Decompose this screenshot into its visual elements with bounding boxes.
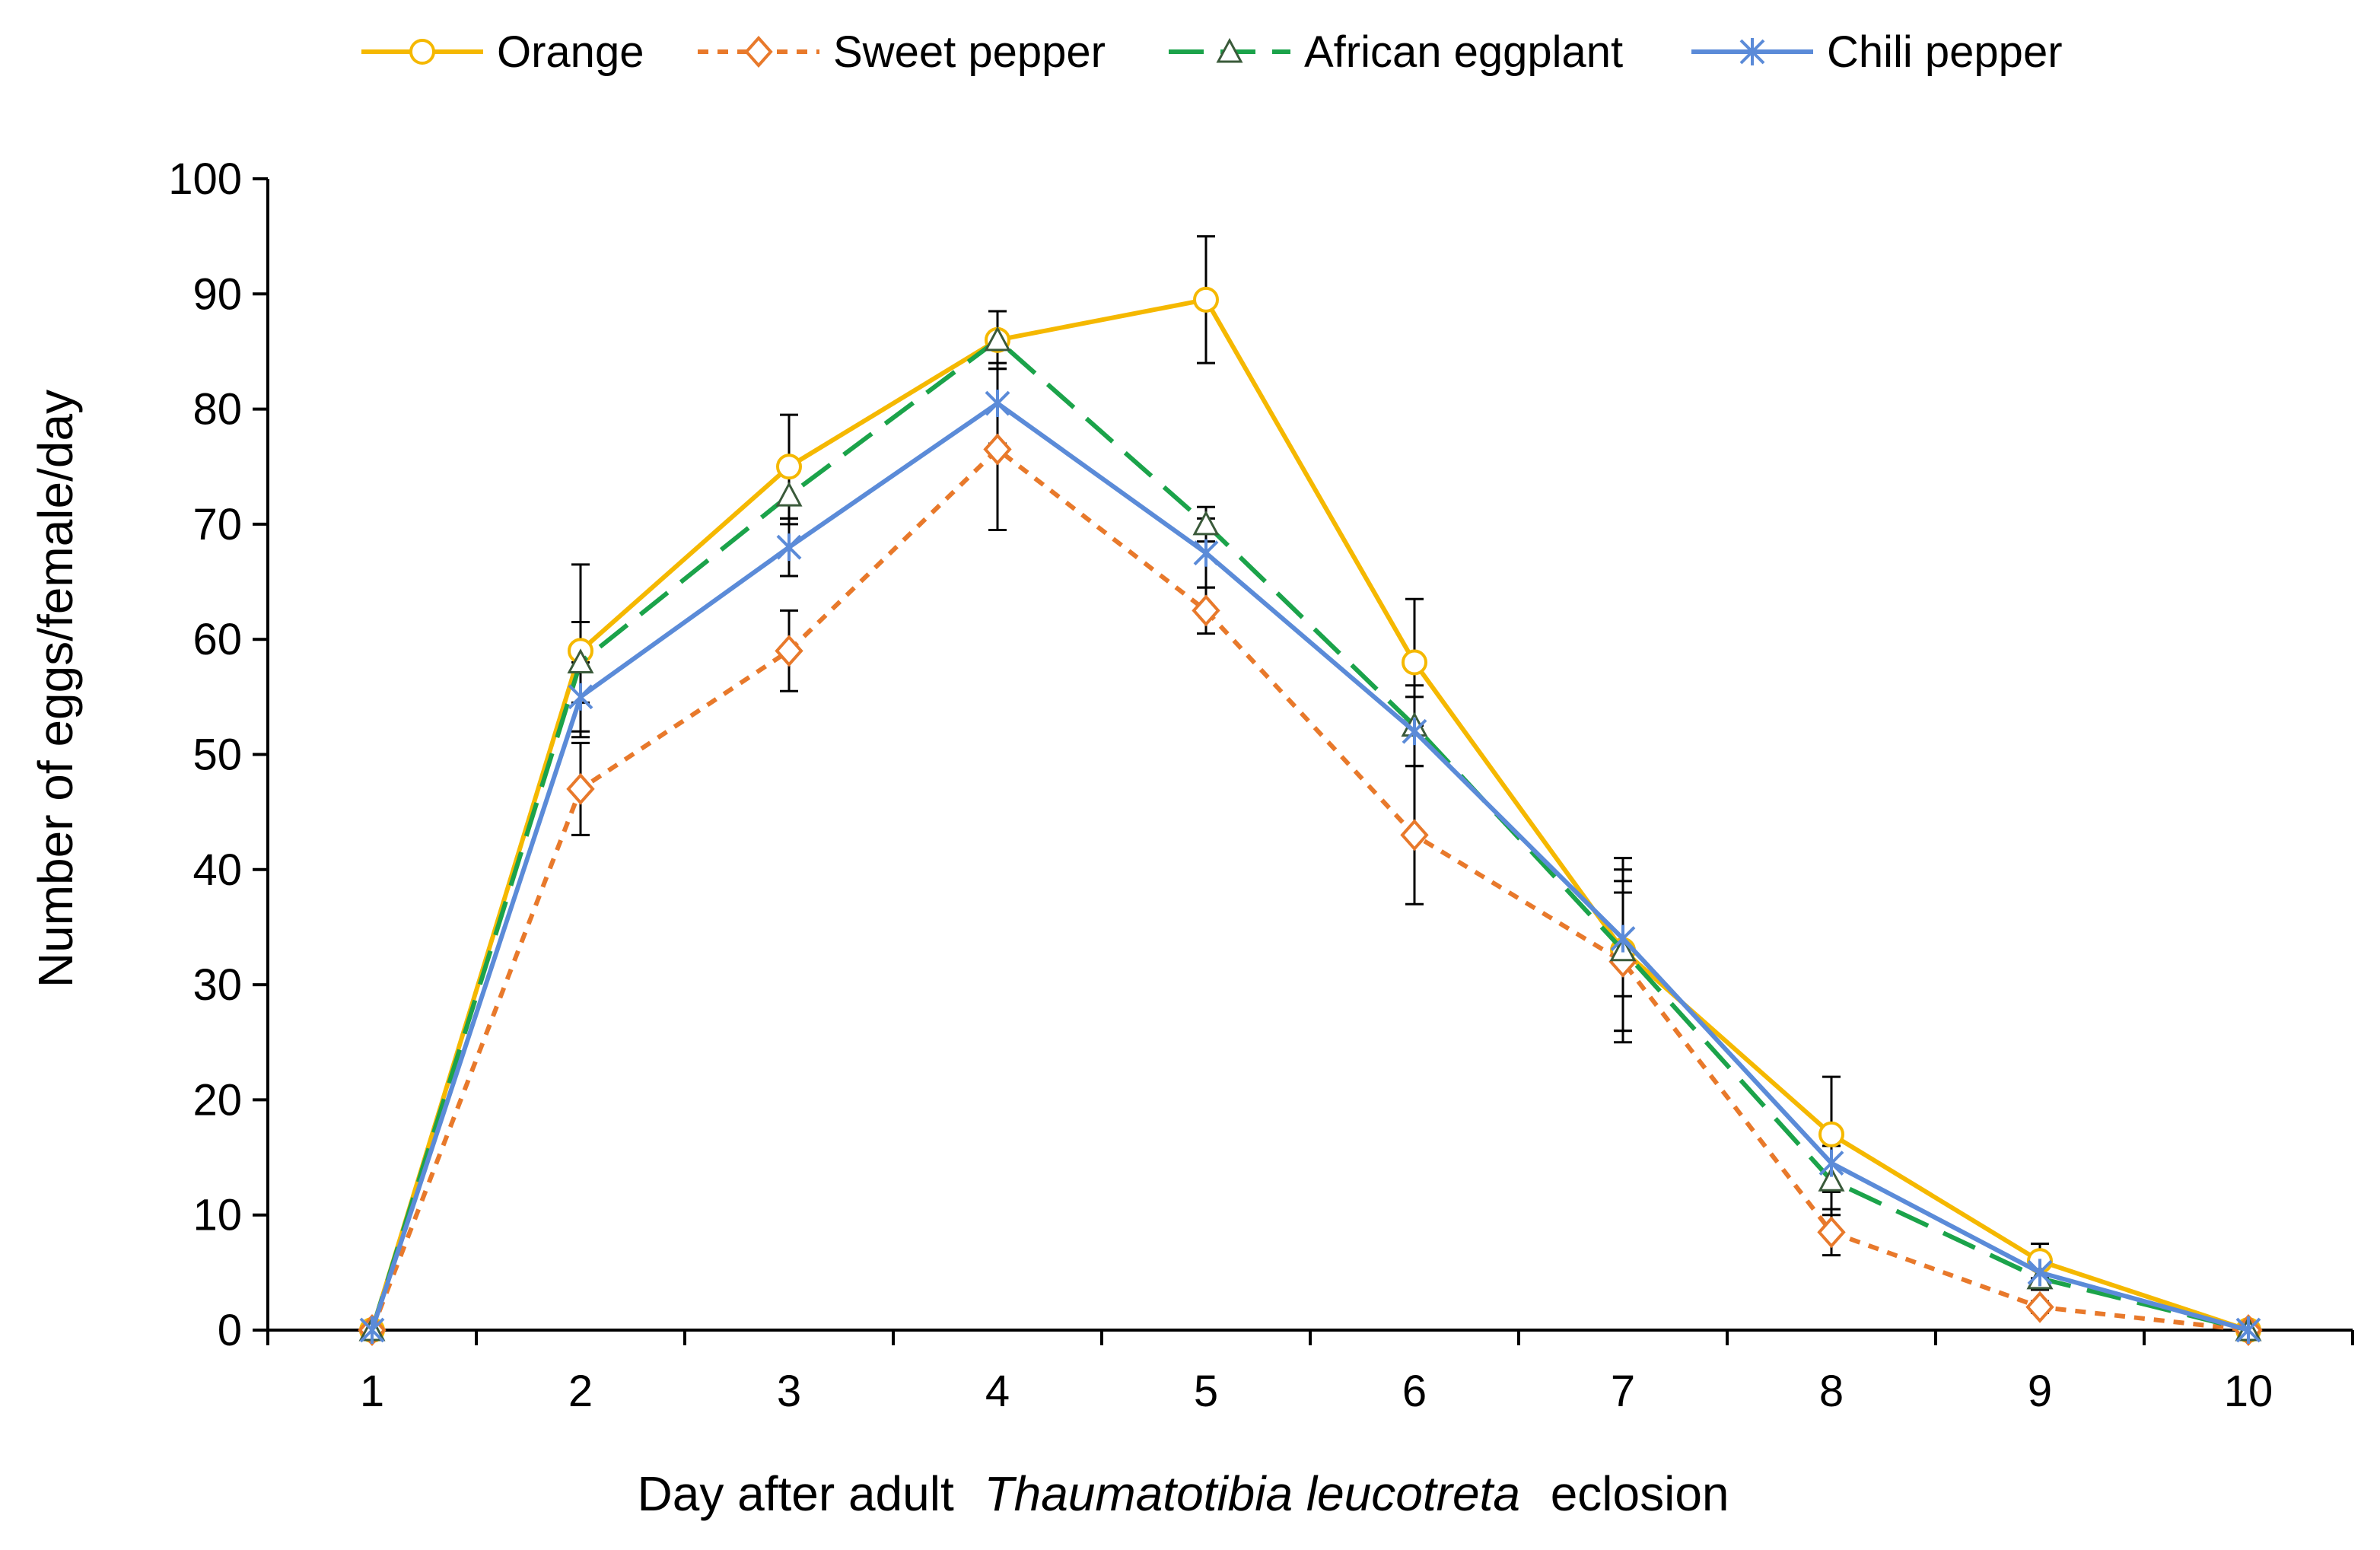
x-axis: 1 2 3 4 5 6 7 8 9 10 bbox=[266, 1329, 2354, 1416]
legend-item-african-eggplant: African eggplant bbox=[1169, 27, 1623, 77]
x-tick-label: 1 bbox=[360, 1367, 384, 1416]
data-point-sweet-pepper bbox=[983, 433, 1012, 466]
data-point-sweet-pepper bbox=[1817, 1216, 1846, 1249]
legend-label: African eggplant bbox=[1304, 27, 1623, 77]
y-tick-label: 40 bbox=[192, 845, 242, 895]
x-axis-title-prefix: Day after adult bbox=[638, 1466, 954, 1521]
legend-marker bbox=[744, 35, 773, 68]
data-point-orange bbox=[1818, 1121, 1844, 1147]
legend-item-orange: Orange bbox=[361, 27, 644, 77]
data-point-orange bbox=[1193, 286, 1219, 313]
series-line-african-eggplant bbox=[370, 337, 2249, 1332]
series-line-orange bbox=[370, 297, 2249, 1332]
legend-label: Chili pepper bbox=[1827, 27, 2063, 77]
x-tick-label: 2 bbox=[568, 1367, 593, 1416]
legend-label: Sweet pepper bbox=[833, 27, 1106, 77]
legend: Orange Sweet pepper African eggplant Chili … bbox=[361, 27, 2063, 77]
legend-marker bbox=[1216, 37, 1243, 63]
data-point-african-eggplant bbox=[1818, 1166, 1845, 1192]
data-point-african-eggplant bbox=[775, 481, 803, 507]
y-tick-label: 90 bbox=[192, 269, 242, 319]
data-point-african-eggplant bbox=[984, 326, 1011, 352]
data-point-chili-pepper bbox=[1193, 539, 1219, 567]
data-point-chili-pepper bbox=[2027, 1259, 2053, 1287]
x-axis-title: Day after adult Thaumatotibia leucotreta… bbox=[638, 1466, 1729, 1521]
x-tick-label: 5 bbox=[1194, 1367, 1218, 1416]
series-line-sweet-pepper bbox=[370, 447, 2249, 1332]
y-tick-label: 80 bbox=[192, 385, 242, 434]
x-tick-label: 4 bbox=[985, 1367, 1010, 1416]
data-point-african-eggplant bbox=[567, 648, 594, 673]
x-tick-label: 9 bbox=[2028, 1367, 2052, 1416]
y-tick-label: 50 bbox=[192, 730, 242, 780]
legend-marker bbox=[409, 39, 435, 65]
x-axis-title-species: Thaumatotibia leucotreta bbox=[985, 1466, 1520, 1521]
data-point-chili-pepper bbox=[1818, 1149, 1844, 1177]
series-orange bbox=[359, 286, 2261, 1343]
series-chili-pepper bbox=[359, 390, 2261, 1344]
series-group bbox=[358, 286, 2263, 1347]
data-point-chili-pepper bbox=[1402, 718, 1427, 746]
data-point-chili-pepper bbox=[985, 390, 1010, 418]
data-point-sweet-pepper bbox=[1400, 819, 1429, 851]
x-tick-label: 6 bbox=[1402, 1367, 1427, 1416]
data-point-chili-pepper bbox=[2235, 1316, 2261, 1344]
y-tick-label: 30 bbox=[192, 960, 242, 1010]
x-axis-title-suffix: eclosion bbox=[1551, 1466, 1729, 1521]
x-tick-label: 8 bbox=[1819, 1367, 1844, 1416]
error-bars bbox=[571, 235, 2049, 1314]
x-tick-label: 10 bbox=[2224, 1367, 2273, 1416]
data-point-african-eggplant bbox=[1192, 510, 1220, 536]
data-point-chili-pepper bbox=[359, 1316, 385, 1344]
legend-item-chili-pepper: Chili pepper bbox=[1691, 27, 2063, 77]
x-tick-label: 3 bbox=[777, 1367, 801, 1416]
data-point-chili-pepper bbox=[568, 683, 593, 711]
legend-marker bbox=[1739, 38, 1765, 65]
data-point-sweet-pepper bbox=[1192, 594, 1220, 627]
y-axis-title: Number of eggs/female/day bbox=[28, 390, 83, 988]
y-tick-label: 10 bbox=[192, 1191, 242, 1240]
data-point-chili-pepper bbox=[1610, 925, 1636, 953]
x-tick-label: 7 bbox=[1611, 1367, 1635, 1416]
y-tick-label: 0 bbox=[218, 1306, 242, 1355]
y-tick-label: 60 bbox=[192, 615, 242, 664]
y-tick-label: 100 bbox=[168, 154, 242, 204]
y-axis: 0 10 20 30 40 50 60 70 80 90 100 bbox=[168, 154, 269, 1355]
series-line-chili-pepper bbox=[370, 401, 2249, 1332]
data-point-sweet-pepper bbox=[775, 635, 803, 667]
legend-item-sweet-pepper: Sweet pepper bbox=[698, 27, 1106, 77]
data-point-chili-pepper bbox=[776, 533, 802, 562]
data-point-orange bbox=[776, 454, 802, 480]
y-tick-label: 20 bbox=[192, 1075, 242, 1125]
data-point-sweet-pepper bbox=[566, 772, 595, 805]
legend-label: Orange bbox=[497, 27, 644, 77]
data-point-sweet-pepper bbox=[2025, 1291, 2054, 1323]
y-tick-label: 70 bbox=[192, 500, 242, 549]
series-sweet-pepper bbox=[358, 433, 2263, 1347]
data-point-orange bbox=[1402, 649, 1427, 676]
